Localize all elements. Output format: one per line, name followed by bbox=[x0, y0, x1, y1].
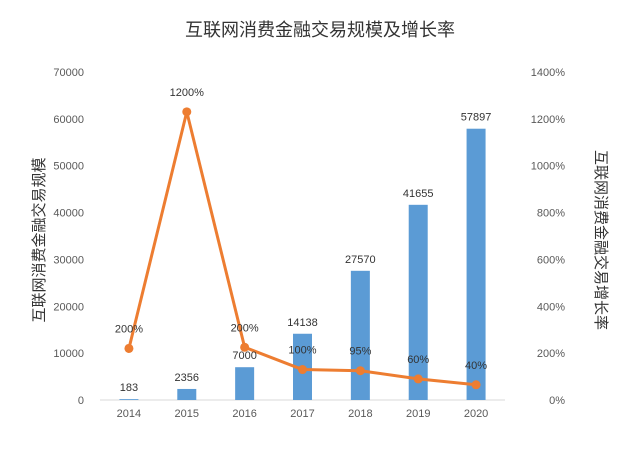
y2-tick-label: 600% bbox=[537, 254, 565, 266]
growth-rate-label: 100% bbox=[288, 345, 316, 357]
growth-point bbox=[298, 365, 307, 375]
growth-rate-label: 200% bbox=[115, 323, 143, 335]
bar-value-label: 183 bbox=[120, 382, 138, 394]
x-tick-label: 2015 bbox=[175, 408, 199, 420]
bar bbox=[235, 367, 255, 400]
growth-rate-label: 200% bbox=[231, 322, 259, 334]
bar-value-label: 2356 bbox=[175, 372, 199, 384]
x-tick-label: 2020 bbox=[464, 408, 488, 420]
y-tick-label: 50000 bbox=[53, 161, 84, 173]
growth-rate-label: 60% bbox=[407, 354, 429, 366]
bar bbox=[466, 128, 486, 401]
bar-value-label: 27570 bbox=[345, 254, 376, 266]
bar-value-label: 41655 bbox=[403, 188, 434, 200]
growth-point bbox=[413, 374, 423, 384]
x-tick-label: 2016 bbox=[232, 408, 256, 420]
y-tick-label: 0 bbox=[78, 395, 84, 407]
bar-value-label: 14138 bbox=[287, 317, 318, 329]
y2-tick-label: 1200% bbox=[531, 114, 565, 126]
growth-point bbox=[182, 107, 192, 117]
y2-tick-label: 1400% bbox=[531, 67, 565, 79]
x-tick-label: 2017 bbox=[290, 408, 314, 420]
y2-tick-label: 200% bbox=[537, 348, 565, 360]
growth-rate-label: 95% bbox=[349, 346, 371, 358]
growth-point bbox=[124, 343, 134, 353]
bar-value-label: 57897 bbox=[461, 112, 492, 124]
growth-rate-label: 40% bbox=[465, 360, 487, 372]
bar bbox=[177, 388, 197, 400]
bar bbox=[408, 204, 428, 400]
y-tick-label: 20000 bbox=[53, 301, 84, 313]
y-tick-label: 10000 bbox=[53, 348, 84, 360]
growth-point bbox=[240, 342, 250, 352]
y-tick-label: 60000 bbox=[53, 114, 84, 126]
chart-title: 互联网消费金融交易规模及增长率 bbox=[185, 20, 455, 41]
x-tick-label: 2018 bbox=[348, 408, 372, 420]
growth-point bbox=[355, 366, 365, 376]
y-axis-title: 互联网消费金融交易规模 bbox=[30, 157, 48, 322]
growth-rate-label: 1200% bbox=[170, 87, 204, 99]
y2-tick-label: 0% bbox=[549, 395, 565, 407]
y2-tick-label: 800% bbox=[537, 208, 565, 220]
y2-tick-label: 1000% bbox=[531, 161, 565, 173]
y-tick-label: 40000 bbox=[53, 208, 84, 220]
x-tick-label: 2019 bbox=[406, 408, 430, 420]
bar bbox=[119, 399, 139, 400]
y-tick-label: 70000 bbox=[53, 67, 84, 79]
y2-tick-label: 400% bbox=[537, 301, 565, 313]
bar-value-label: 7000 bbox=[232, 350, 256, 362]
y-tick-label: 30000 bbox=[53, 254, 84, 266]
growth-point bbox=[471, 380, 481, 390]
y2-axis-title: 互联网消费金融交易增长率 bbox=[592, 150, 610, 330]
bar bbox=[350, 270, 370, 400]
x-tick-label: 2014 bbox=[117, 408, 141, 420]
